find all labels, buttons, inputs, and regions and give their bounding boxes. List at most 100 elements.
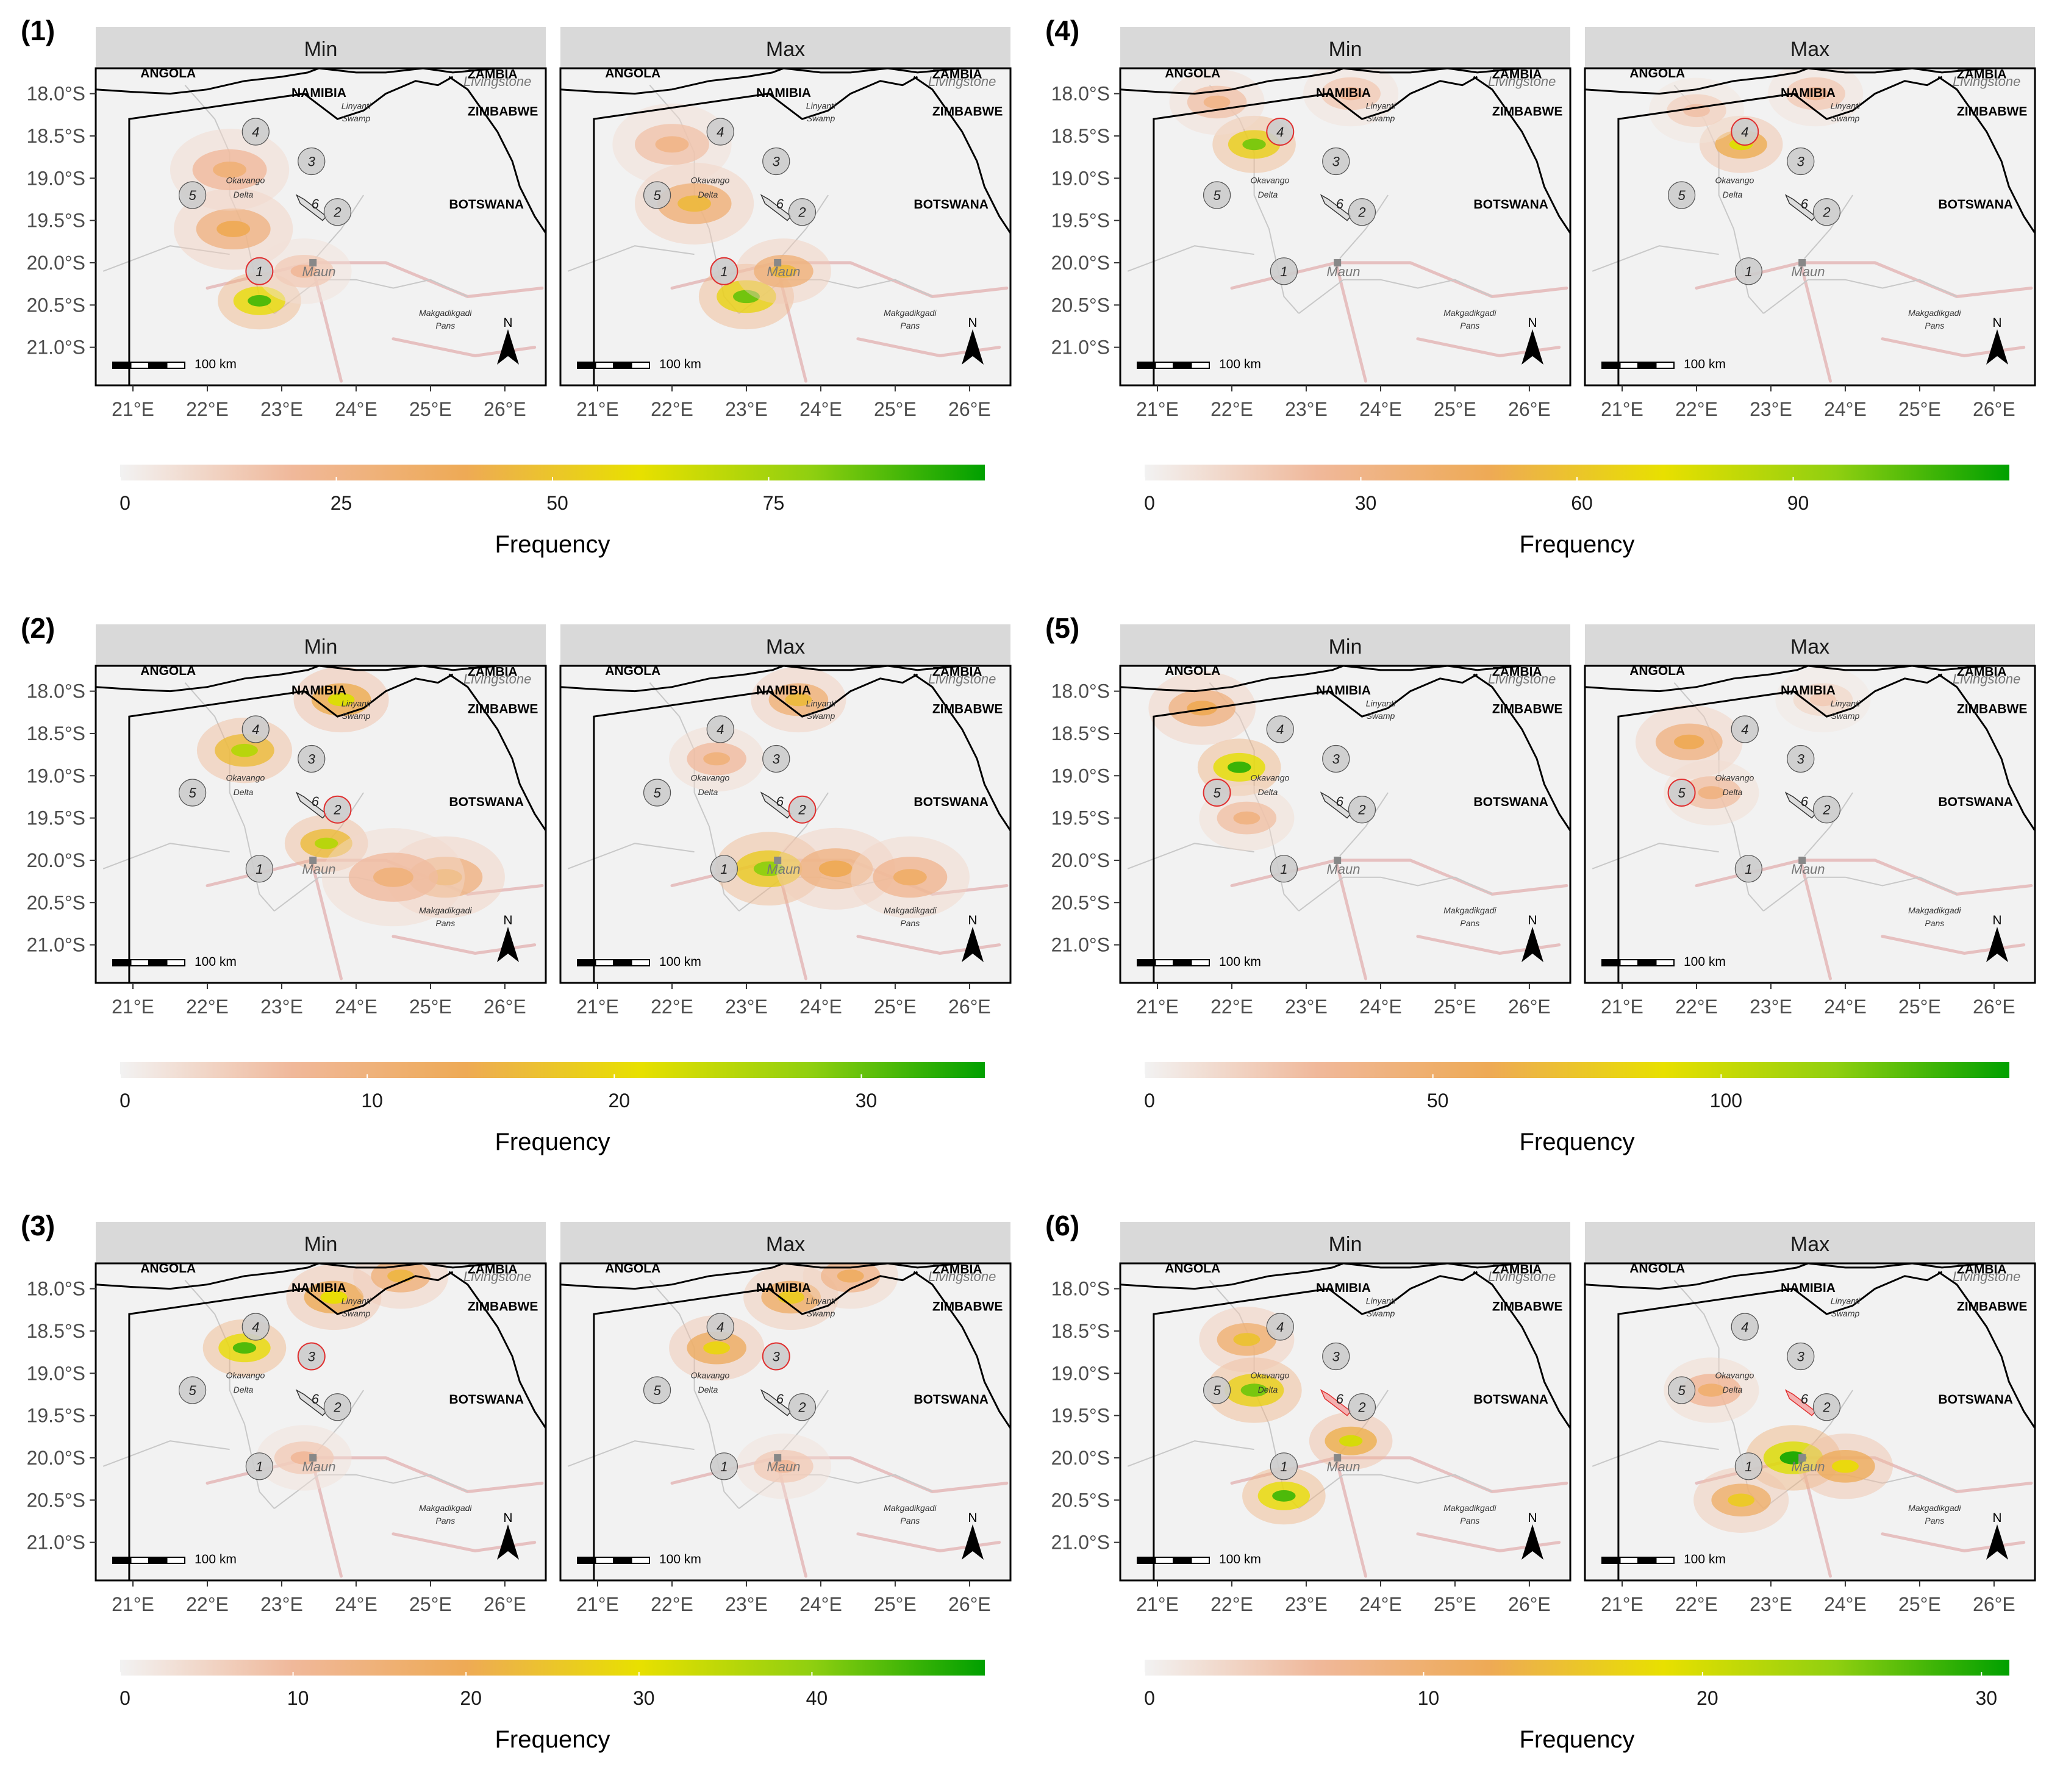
site-marker-4	[1731, 1313, 1759, 1341]
x-tick-label: 24°E	[335, 1593, 377, 1615]
label-linyanti: Linyanti	[1366, 1296, 1396, 1305]
y-tick-label: 20.0°S	[27, 849, 85, 871]
x-tick-label: 25°E	[1434, 996, 1476, 1018]
panel-3: (3)MinANGOLANAMIBIAZAMBIALivingstoneZIMB…	[21, 1210, 1012, 1753]
site-label-3: 3	[308, 752, 316, 767]
facet-strip	[560, 27, 1010, 68]
road-line	[1881, 935, 2026, 955]
site-marker-1	[245, 1452, 273, 1480]
scale-bar-segment	[577, 1557, 596, 1564]
frequency-core	[1809, 693, 1837, 707]
label-okavango: Okavango	[226, 773, 265, 782]
delta-polygon	[1320, 791, 1352, 819]
facet-strip-label: Min	[304, 635, 338, 659]
colorbar-title: Frequency	[495, 531, 610, 558]
site-marker-3	[297, 1342, 326, 1371]
colorbar-tick-label: 10	[1418, 1687, 1440, 1709]
label-okavango: Okavango	[1715, 175, 1754, 185]
river-line	[779, 1390, 829, 1454]
site-label-6: 6	[1336, 196, 1344, 212]
scale-bar-label: 100 km	[1684, 357, 1726, 371]
site-marker-5	[1667, 181, 1696, 209]
site-marker-3	[298, 147, 326, 176]
site-marker-3	[1787, 744, 1815, 773]
label-makgadikgadi: Makgadikgadi	[419, 905, 472, 915]
site-label-2: 2	[1822, 205, 1830, 220]
label-livingstone: Livingstone	[1953, 1269, 2020, 1284]
label-zimbabwe: ZIMBABWE	[468, 104, 538, 118]
label-okavango: Okavango	[1250, 1370, 1289, 1380]
label-okavango: Okavango	[1715, 773, 1754, 782]
label-swamp: Swamp	[1367, 113, 1395, 123]
label-linyanti: Linyanti	[806, 101, 836, 110]
map-frame	[559, 67, 1012, 387]
delta-polygon	[760, 194, 792, 221]
road-line	[856, 935, 1001, 955]
site-label-3: 3	[1332, 154, 1340, 170]
river-line	[1339, 195, 1389, 259]
scale-bar-label: 100 km	[659, 357, 701, 371]
label-botswana: BOTSWANA	[1473, 795, 1548, 809]
y-tick-label: 19.0°S	[1051, 765, 1110, 787]
label-linyanti: Linyanti	[1831, 101, 1861, 110]
scale-bar-segment	[1601, 959, 1621, 966]
label-maun: Maun	[1791, 862, 1825, 877]
scale-bar-segment	[1637, 1557, 1657, 1564]
site-marker-2	[1348, 796, 1376, 824]
facet-strip	[1585, 1222, 2035, 1263]
site-label-6: 6	[776, 794, 784, 809]
road-line	[1881, 337, 2026, 358]
map-background	[1585, 68, 2035, 385]
x-tick-label: 23°E	[260, 398, 303, 420]
label-makgadikgadi: Makgadikgadi	[1443, 1503, 1497, 1513]
x-tick-label: 26°E	[948, 1593, 991, 1615]
border-angola-namibia	[96, 1263, 320, 1290]
label-namibia: NAMIBIA	[756, 1281, 811, 1295]
scale-bar-label: 100 km	[1219, 955, 1261, 969]
border-zambia	[1808, 1263, 2035, 1269]
y-tick-label: 21.0°S	[27, 934, 85, 956]
site-marker-1	[710, 257, 738, 285]
x-tick-label: 24°E	[1359, 996, 1402, 1018]
site-label-6: 6	[776, 196, 784, 212]
x-tick-label: 21°E	[1136, 996, 1179, 1018]
border-namibia-botswana	[1153, 1271, 1478, 1580]
y-tick-label: 21.0°S	[1051, 1532, 1110, 1554]
north-label: N	[1528, 1511, 1537, 1525]
delta-polygon	[1784, 194, 1817, 221]
label-linyanti: Linyanti	[1831, 1296, 1861, 1305]
scale-bar-label: 100 km	[659, 955, 701, 969]
label-okavango: Okavango	[690, 175, 729, 185]
site-label-4: 4	[1741, 1319, 1748, 1335]
site-marker-1	[1270, 1452, 1298, 1480]
label-botswana: BOTSWANA	[1938, 198, 2013, 212]
river-line	[649, 682, 740, 912]
site-label-3: 3	[773, 752, 781, 767]
x-tick-label: 21°E	[1601, 1593, 1643, 1615]
label-okavango: Okavango	[690, 1370, 729, 1380]
north-arrow-icon	[1986, 927, 2008, 962]
site-label-3: 3	[308, 154, 316, 170]
site-label-6: 6	[776, 1391, 784, 1407]
label-namibia: NAMIBIA	[756, 86, 811, 100]
site-marker-2	[1348, 198, 1376, 226]
label-swamp: Swamp	[1831, 711, 1860, 721]
scale-bar-segment	[112, 1557, 132, 1564]
label-pans: Pans	[435, 321, 455, 330]
river-line	[649, 1280, 740, 1509]
x-tick-label: 23°E	[1750, 1593, 1792, 1615]
label-pans: Pans	[1460, 1516, 1479, 1526]
north-label: N	[968, 1511, 977, 1525]
facet-strip	[96, 27, 546, 68]
frequency-core	[320, 1290, 348, 1304]
label-pans: Pans	[1925, 321, 1944, 330]
label-angola: ANGOLA	[1629, 66, 1685, 80]
y-tick-label: 18.5°S	[27, 125, 85, 147]
scale-bar-label: 100 km	[659, 1552, 701, 1566]
label-linyanti: Linyanti	[1831, 698, 1861, 708]
scale-bar-segment	[613, 1557, 632, 1564]
scale-bar-segment	[1601, 1557, 1621, 1564]
